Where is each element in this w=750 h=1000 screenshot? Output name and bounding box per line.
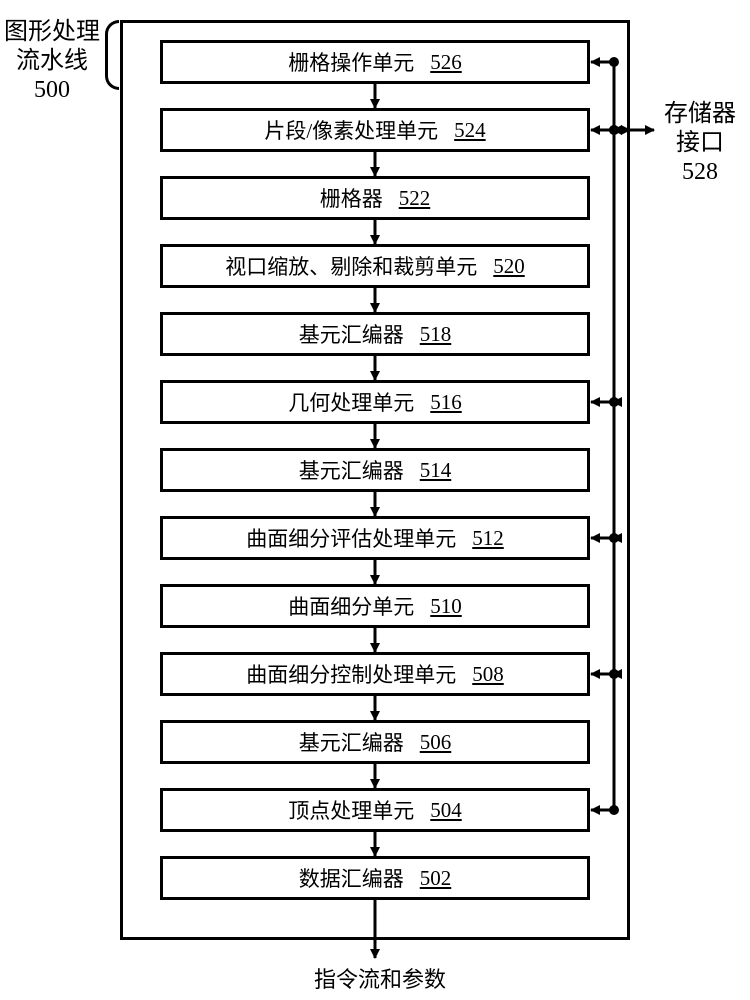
stage-ref: 514 — [420, 458, 452, 483]
stage-box: 曲面细分评估处理单元 512 — [160, 516, 590, 560]
stage-ref: 522 — [399, 186, 431, 211]
stage-box: 基元汇编器 514 — [160, 448, 590, 492]
stage-box: 曲面细分控制处理单元 508 — [160, 652, 590, 696]
stage-label: 基元汇编器 — [299, 727, 404, 757]
stage-ref: 512 — [472, 526, 504, 551]
stage-ref: 504 — [430, 798, 462, 823]
left-brace — [105, 20, 119, 90]
stage-label: 基元汇编器 — [299, 319, 404, 349]
left-label-line1: 图形处理 — [2, 18, 102, 47]
stage-ref: 524 — [454, 118, 486, 143]
stage-label: 栅格操作单元 — [288, 47, 414, 77]
stage-ref: 516 — [430, 390, 462, 415]
stage-label: 片段/像素处理单元 — [264, 115, 438, 145]
stage-ref: 510 — [430, 594, 462, 619]
stage-ref: 518 — [420, 322, 452, 347]
stage-box: 基元汇编器 506 — [160, 720, 590, 764]
stage-label: 曲面细分评估处理单元 — [246, 523, 456, 553]
stage-ref: 526 — [430, 50, 462, 75]
bottom-label: 指令流和参数 — [300, 962, 460, 994]
stage-ref: 506 — [420, 730, 452, 755]
stage-label: 顶点处理单元 — [288, 795, 414, 825]
stage-label: 栅格器 — [320, 183, 383, 213]
right-label-line2: 接口 — [660, 129, 740, 158]
left-label-ref: 500 — [2, 76, 102, 105]
stage-box: 几何处理单元 516 — [160, 380, 590, 424]
left-label-line2: 流水线 — [2, 47, 102, 76]
right-label-ref: 528 — [660, 158, 740, 187]
right-label: 存储器 接口 528 — [660, 100, 740, 186]
stage-box: 基元汇编器 518 — [160, 312, 590, 356]
stage-box: 顶点处理单元 504 — [160, 788, 590, 832]
stage-ref: 502 — [420, 866, 452, 891]
stage-label: 几何处理单元 — [288, 387, 414, 417]
stage-ref: 520 — [493, 254, 525, 279]
left-label: 图形处理 流水线 500 — [2, 18, 102, 104]
stage-box: 数据汇编器 502 — [160, 856, 590, 900]
stage-label: 视口缩放、剔除和裁剪单元 — [225, 251, 477, 281]
stage-box: 曲面细分单元 510 — [160, 584, 590, 628]
stage-label: 基元汇编器 — [299, 455, 404, 485]
stage-box: 栅格器 522 — [160, 176, 590, 220]
stage-box: 片段/像素处理单元 524 — [160, 108, 590, 152]
stage-label: 曲面细分单元 — [288, 591, 414, 621]
stage-box: 视口缩放、剔除和裁剪单元 520 — [160, 244, 590, 288]
stage-ref: 508 — [472, 662, 504, 687]
stage-label: 曲面细分控制处理单元 — [246, 659, 456, 689]
stage-box: 栅格操作单元 526 — [160, 40, 590, 84]
right-label-line1: 存储器 — [660, 100, 740, 129]
stage-label: 数据汇编器 — [299, 863, 404, 893]
